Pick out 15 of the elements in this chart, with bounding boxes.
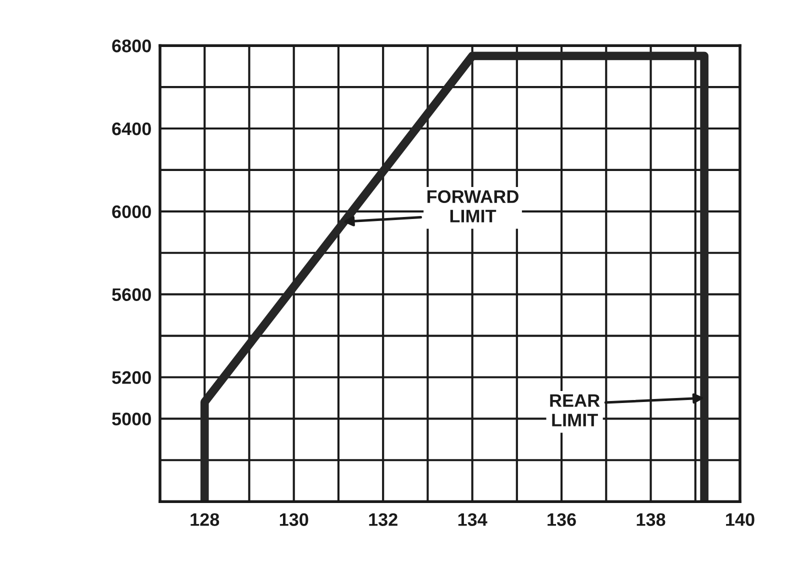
x-tick-label: 134 xyxy=(458,513,488,526)
annotation: REAR LIMIT xyxy=(550,394,600,426)
x-tick-label: 138 xyxy=(636,513,666,526)
x-tick-label: 132 xyxy=(369,513,398,526)
x-tick-label: 136 xyxy=(548,513,576,526)
y-tick-label: 5000 xyxy=(112,412,151,426)
annotation: FORWARD LIMIT xyxy=(427,190,518,222)
y-tick-label: 5200 xyxy=(112,371,151,384)
x-tick-label: 140 xyxy=(726,513,754,526)
y-tick-label: 6000 xyxy=(112,205,151,218)
x-tick-label: 128 xyxy=(190,513,220,526)
x-tick-label: 130 xyxy=(280,513,308,526)
y-tick-label: 5600 xyxy=(112,288,151,302)
y-tick-label: 6400 xyxy=(112,122,151,136)
y-tick-label: 6800 xyxy=(112,40,151,52)
